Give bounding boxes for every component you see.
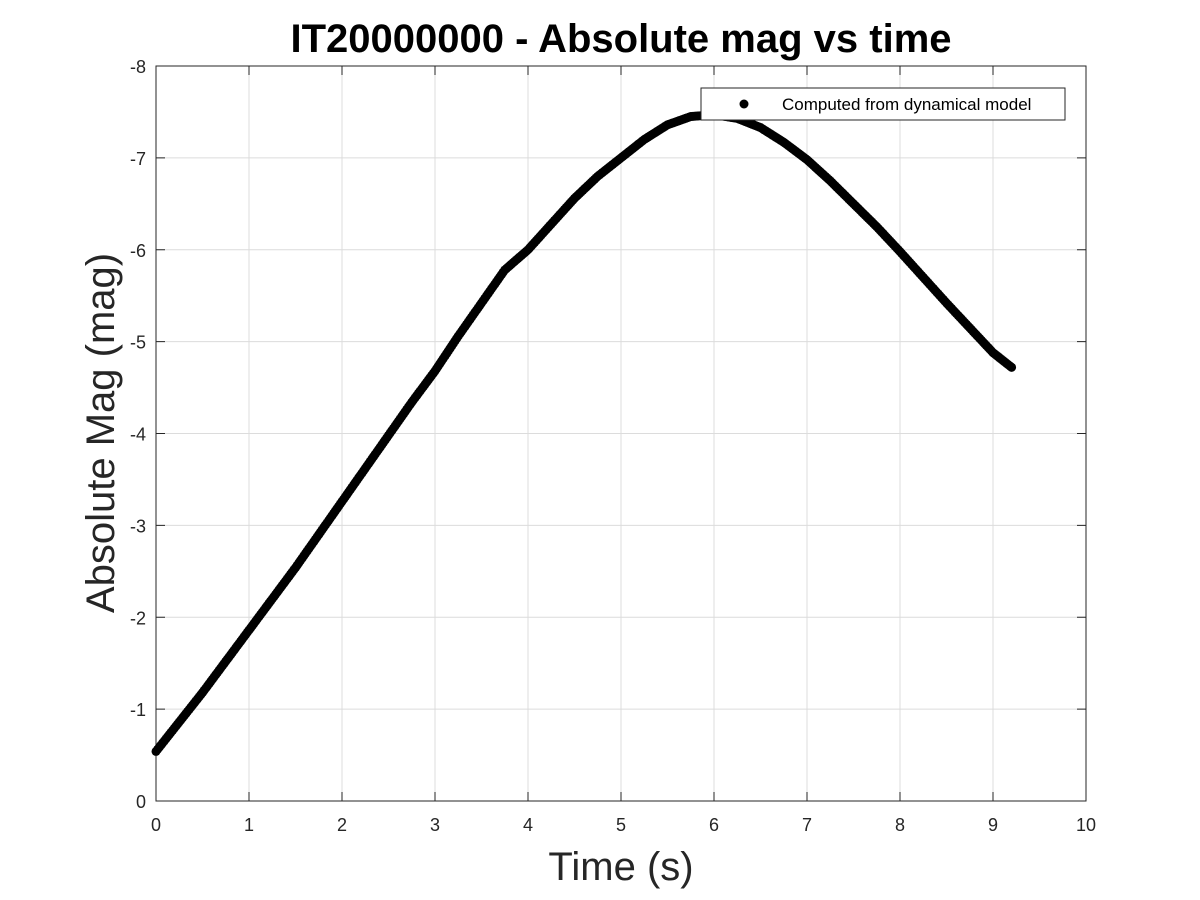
x-tick-label: 8: [895, 815, 905, 835]
chart-title: IT20000000 - Absolute mag vs time: [290, 17, 951, 61]
y-axis-label: Absolute Mag (mag): [79, 253, 123, 613]
axis-ticks: 0 1 2 3 4 5 6 7 8 9 10 0 -1 -2 -3 -4 -5 -6 -7 -8: [130, 57, 1096, 835]
y-tick-label: -3: [130, 516, 146, 536]
x-tick-label: 6: [709, 815, 719, 835]
x-tick-label: 5: [616, 815, 626, 835]
data-point: [1007, 362, 1017, 372]
y-tick-label: -1: [130, 700, 146, 720]
y-tick-label: -2: [130, 608, 146, 628]
y-tick-label: -5: [130, 333, 146, 353]
y-tick-label: -7: [130, 149, 146, 169]
x-tick-label: 0: [151, 815, 161, 835]
y-tick-label: 0: [136, 792, 146, 812]
x-tick-label: 7: [802, 815, 812, 835]
grid: [155, 65, 1087, 802]
x-tick-label: 3: [430, 815, 440, 835]
x-tick-label: 10: [1076, 815, 1096, 835]
y-tick-label: -8: [130, 57, 146, 77]
x-tick-label: 1: [244, 815, 254, 835]
x-tick-label: 2: [337, 815, 347, 835]
data-points: [151, 110, 1017, 756]
x-axis-label: Time (s): [548, 845, 693, 889]
y-tick-label: -4: [130, 425, 146, 445]
legend-marker: [739, 99, 749, 109]
legend: Computed from dynamical model: [700, 87, 1066, 121]
legend-box: [700, 87, 1066, 121]
x-tick-label: 9: [988, 815, 998, 835]
y-tick-label: -6: [130, 241, 146, 261]
legend-series-label: Computed from dynamical model: [782, 95, 1031, 114]
x-tick-label: 4: [523, 815, 533, 835]
